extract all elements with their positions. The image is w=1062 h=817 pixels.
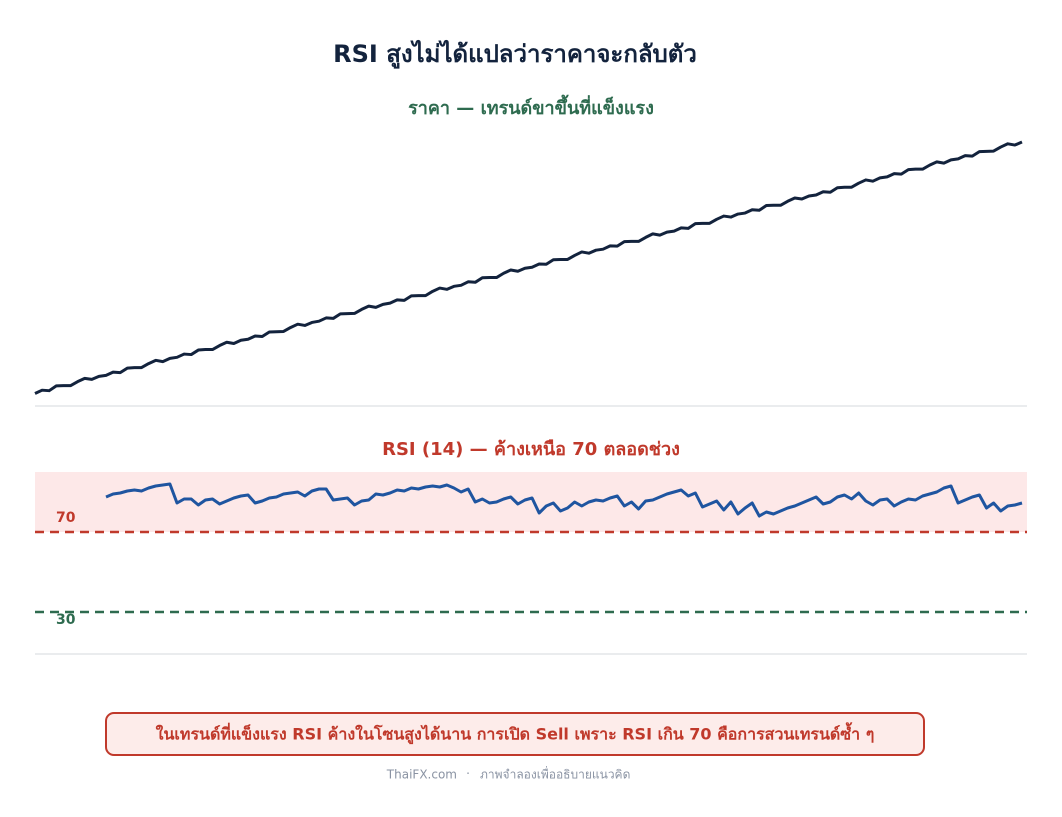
series-line bbox=[34, 140, 1023, 395]
note: ในเทรนด์ที่แข็งแรง RSI ค้างในโซนสูงได้นา… bbox=[156, 722, 875, 746]
footer-separator: · bbox=[466, 767, 470, 781]
page-title: RSI สูงไม่ได้แปลว่าราคาจะกลับตัว bbox=[333, 39, 697, 69]
reference-label: 30 bbox=[56, 612, 76, 628]
footer-caption: ภาพจำลองเพื่ออธิบายแนวคิด bbox=[480, 766, 630, 782]
panel-title: ราคา — เทรนด์ขาขึ้นที่แข็งแรง bbox=[408, 94, 654, 119]
panel-title: RSI (14) — ค้างเหนือ 70 ตลอดช่วง bbox=[382, 439, 680, 460]
series-line bbox=[105, 482, 1023, 518]
reference-label: 70 bbox=[56, 510, 76, 526]
note-box bbox=[105, 712, 925, 756]
footer-site: ThaiFX.com bbox=[386, 768, 457, 782]
